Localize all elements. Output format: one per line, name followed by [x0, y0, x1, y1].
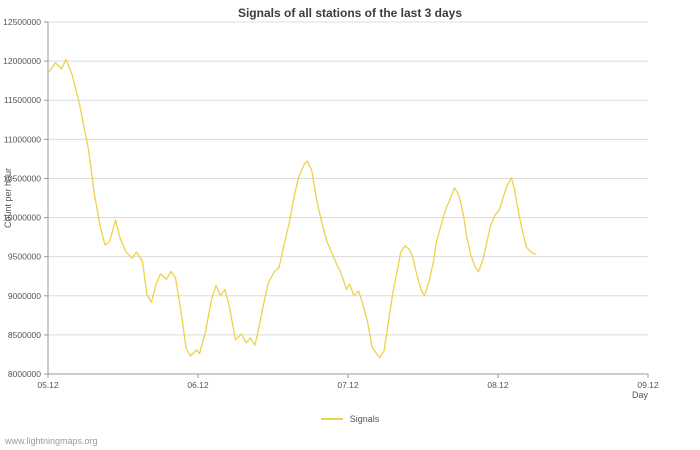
x-tick-label: 08.12 — [487, 380, 509, 390]
y-tick-label: 11000000 — [4, 134, 41, 144]
x-tick-label: 06.12 — [187, 380, 209, 390]
legend: Signals — [0, 414, 700, 424]
watermark: www.lightningmaps.org — [5, 436, 98, 446]
signals-line — [48, 58, 537, 359]
y-tick-label: 12500000 — [3, 17, 41, 27]
y-tick-label: 9500000 — [8, 252, 41, 262]
y-tick-label: 11500000 — [4, 95, 41, 105]
x-tick-label: 09.12 — [637, 380, 659, 390]
x-tick-label: 07.12 — [337, 380, 359, 390]
legend-label: Signals — [349, 414, 380, 424]
y-tick-label: 9000000 — [8, 291, 41, 301]
y-tick-label: 12000000 — [3, 56, 41, 66]
chart-title: Signals of all stations of the last 3 da… — [237, 6, 463, 20]
y-tick-label: 8000000 — [8, 369, 41, 379]
legend-line-swatch — [320, 418, 343, 420]
y-tick-label: 8500000 — [8, 330, 41, 340]
x-axis-label: Day — [631, 390, 648, 400]
x-tick-label: 05.12 — [37, 380, 59, 390]
y-tick-label: 10000000 — [3, 213, 41, 223]
y-tick-label: 10500000 — [3, 173, 41, 183]
